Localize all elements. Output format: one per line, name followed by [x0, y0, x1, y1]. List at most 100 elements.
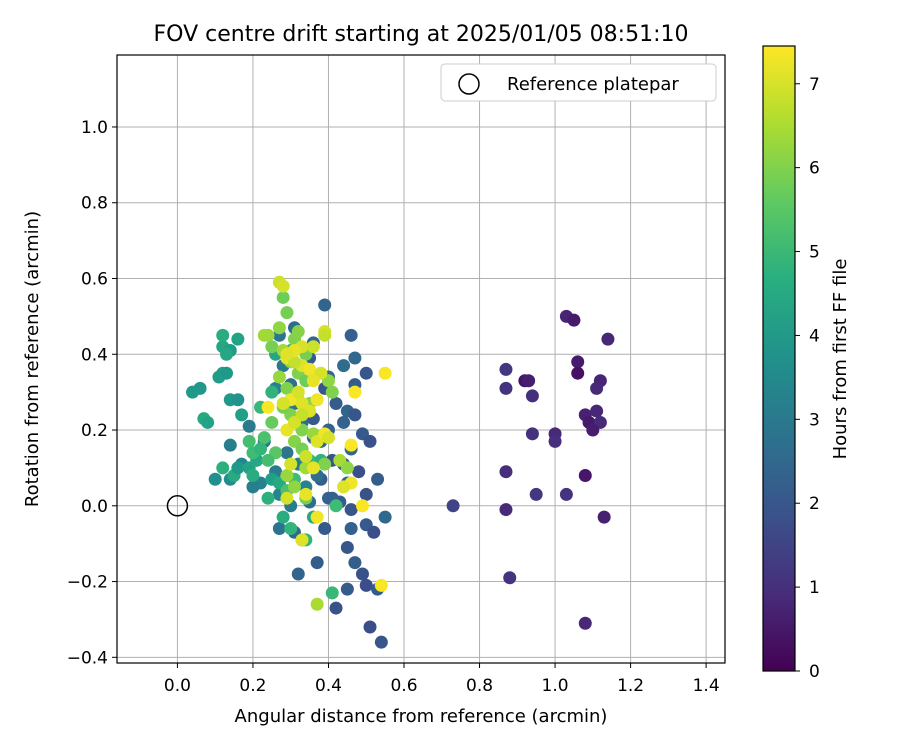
data-point — [276, 397, 290, 411]
data-point — [337, 480, 351, 494]
data-point — [295, 533, 309, 547]
data-point — [284, 457, 298, 471]
data-point — [280, 468, 294, 482]
data-point — [246, 480, 260, 494]
data-point — [525, 389, 539, 403]
data-point — [597, 510, 611, 524]
data-point — [257, 431, 271, 445]
data-point — [601, 332, 615, 346]
colorbar-tick-label: 5 — [809, 243, 820, 263]
data-point — [280, 347, 294, 361]
data-point — [287, 480, 301, 494]
data-point — [231, 332, 245, 346]
data-point — [578, 468, 592, 482]
data-point — [310, 597, 324, 611]
data-point — [499, 465, 513, 479]
data-point — [325, 385, 339, 399]
data-point — [586, 423, 600, 437]
data-point — [590, 381, 604, 395]
data-point — [231, 393, 245, 407]
data-point — [276, 290, 290, 304]
data-point — [318, 522, 332, 536]
data-point — [280, 306, 294, 320]
data-point — [344, 328, 358, 342]
data-point — [348, 351, 362, 365]
y-tick-label: 0.8 — [81, 194, 108, 214]
data-point — [280, 381, 294, 395]
colorbar-tick-label: 4 — [809, 326, 820, 346]
data-point — [590, 404, 604, 418]
data-point — [299, 450, 313, 464]
data-point — [371, 472, 385, 486]
data-point — [310, 510, 324, 524]
data-point — [265, 385, 279, 399]
x-tick-label: 0.8 — [466, 676, 493, 696]
data-point — [378, 510, 392, 524]
x-tick-label: 1.2 — [617, 676, 644, 696]
data-point — [318, 298, 332, 312]
reference-platepar-marker — [166, 495, 189, 517]
data-point — [499, 362, 513, 376]
data-point — [265, 340, 279, 354]
data-point — [261, 491, 275, 505]
data-point — [208, 472, 222, 486]
plot-frame — [116, 54, 726, 664]
data-point — [254, 442, 268, 456]
data-point — [355, 567, 369, 581]
data-point — [310, 556, 324, 570]
data-point — [348, 556, 362, 570]
data-point — [344, 503, 358, 517]
data-point — [344, 438, 358, 452]
data-point — [325, 586, 339, 600]
data-point — [567, 313, 581, 327]
data-point — [329, 397, 343, 411]
data-point — [374, 578, 388, 592]
data-point — [257, 328, 271, 342]
data-point — [265, 415, 279, 429]
data-point — [306, 374, 320, 388]
data-point — [306, 340, 320, 354]
legend: Reference platepar — [440, 63, 717, 102]
data-point — [359, 578, 373, 592]
data-point — [186, 385, 200, 399]
colorbar-tick-label: 3 — [809, 410, 820, 430]
data-point — [348, 385, 362, 399]
data-point — [522, 374, 536, 388]
data-point — [261, 400, 275, 414]
data-point — [525, 427, 539, 441]
data-point — [299, 487, 313, 501]
y-tick-label: −0.2 — [67, 573, 108, 593]
data-point — [559, 487, 573, 501]
data-point — [329, 601, 343, 615]
data-point — [280, 446, 294, 460]
data-point — [216, 328, 230, 342]
colorbar-tick-label: 6 — [809, 159, 820, 179]
data-point — [503, 571, 517, 585]
data-points — [186, 275, 615, 649]
data-point — [363, 434, 377, 448]
colorbar-label: Hours from first FF file — [830, 259, 851, 460]
data-point — [367, 525, 381, 539]
data-point — [310, 393, 324, 407]
data-point — [231, 461, 245, 475]
data-point — [348, 408, 362, 422]
colorbar-tick-label: 1 — [809, 578, 820, 598]
legend-box — [440, 63, 717, 102]
data-point — [446, 499, 460, 513]
y-tick-label: 0.4 — [81, 345, 108, 365]
data-point — [291, 567, 305, 581]
data-point — [571, 355, 585, 369]
data-point — [578, 616, 592, 630]
x-tick-label: 0.2 — [239, 676, 266, 696]
x-tick-label: 0.0 — [164, 676, 191, 696]
legend-marker-reference-platepar — [458, 73, 480, 95]
data-point — [318, 457, 332, 471]
colorbar-tick-label: 7 — [809, 75, 820, 95]
data-point — [499, 381, 513, 395]
data-point — [220, 366, 234, 380]
x-tick-label: 0.4 — [315, 676, 342, 696]
y-tick-label: −0.4 — [67, 648, 108, 668]
data-point — [337, 415, 351, 429]
y-tick-label: 0.0 — [81, 497, 108, 517]
